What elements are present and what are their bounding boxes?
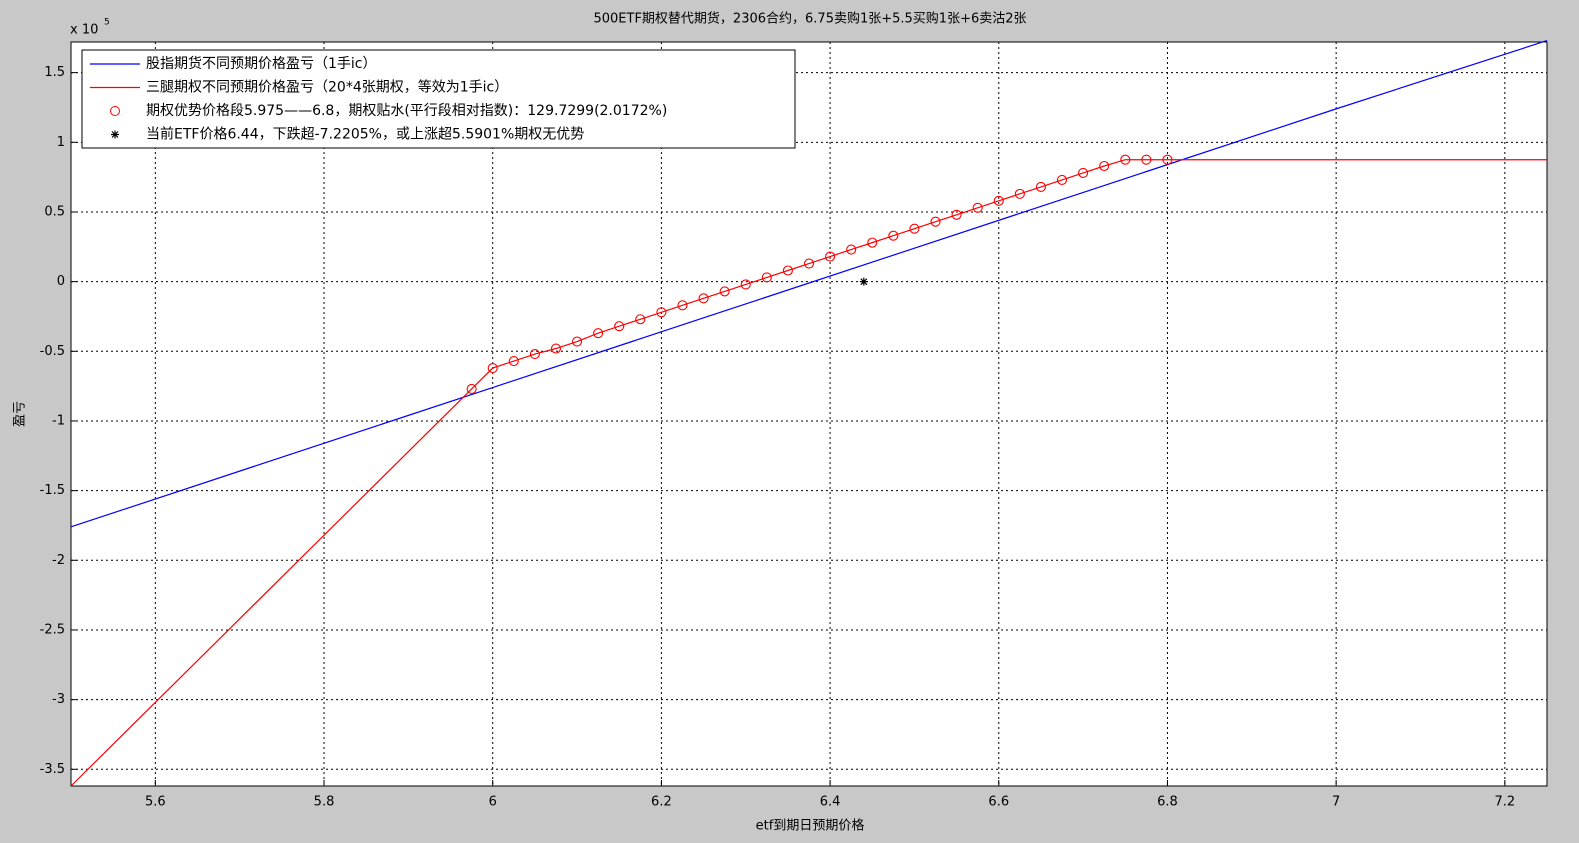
circle-marker <box>529 349 540 360</box>
circle-marker <box>1035 181 1046 192</box>
circle-marker <box>1056 174 1068 185</box>
circle-marker <box>909 223 920 234</box>
star-marker <box>111 130 119 139</box>
circle-marker <box>550 343 562 354</box>
legend-label: 期权优势价格段5.975——6.8，期权贴水(平行段相对指数)：129.7299… <box>146 103 667 119</box>
circle-marker <box>888 230 899 241</box>
x-tick-label: 6 <box>489 795 497 810</box>
y-tick-label: 1 <box>57 135 65 150</box>
legend-marker <box>110 106 120 116</box>
x-tick-label: 6.8 <box>1157 795 1178 810</box>
circle-marker <box>698 293 709 304</box>
circle-marker <box>593 328 604 339</box>
circle-marker <box>782 265 793 276</box>
circle-marker <box>1014 188 1025 199</box>
circle-marker <box>930 216 941 227</box>
circle-marker <box>487 362 498 374</box>
circle-marker <box>635 314 646 325</box>
y-tick-label: 0.5 <box>44 204 65 219</box>
y-tick-label: -3.5 <box>40 762 65 777</box>
y-multiplier-exponent: 5 <box>104 18 110 28</box>
circle-marker <box>1162 154 1173 165</box>
chart-title: 500ETF期权替代期货，2306合约，6.75卖购1张+5.5买购1张+6卖沽… <box>593 11 1026 27</box>
legend-label: 三腿期权不同预期价格盈亏（20*4张期权，等效为1手ic） <box>146 79 508 96</box>
legend-label: 当前ETF价格6.44，下跌超-7.2205%，或上涨超5.5901%期权无优势 <box>146 126 584 143</box>
x-tick-label: 7 <box>1332 795 1340 810</box>
circle-marker <box>466 383 477 394</box>
circle-marker <box>761 272 772 283</box>
x-tick-label: 6.4 <box>820 795 841 810</box>
circle-marker <box>803 258 815 269</box>
circle-marker <box>1120 154 1131 165</box>
x-tick-label: 5.6 <box>145 795 166 810</box>
y-tick-label: 1.5 <box>44 65 65 80</box>
plot-area <box>71 42 1547 786</box>
circle-marker <box>846 244 857 255</box>
y-axis-label: 盈亏 <box>13 401 28 427</box>
x-axis-label: etf到期日预期价格 <box>756 818 865 834</box>
circle-marker <box>972 202 983 213</box>
circle-marker <box>867 237 878 248</box>
circle-marker <box>508 356 519 367</box>
circle-marker <box>614 321 625 332</box>
circle-marker <box>951 209 962 220</box>
series-line <box>70 40 1548 528</box>
y-tick-label: -1.5 <box>40 483 65 498</box>
circle-marker <box>825 251 836 262</box>
legend-box <box>81 49 796 149</box>
series-line <box>70 159 1547 787</box>
plot-frame <box>70 41 1548 787</box>
x-tick-label: 6.2 <box>651 795 672 810</box>
x-tick-label: 5.8 <box>314 795 335 810</box>
circle-marker <box>656 307 667 318</box>
circle-marker <box>993 195 1004 206</box>
y-tick-label: -1 <box>52 413 65 428</box>
y-tick-label: -2.5 <box>40 622 65 637</box>
legend-label: 股指期货不同预期价格盈亏（1手ic） <box>146 55 377 72</box>
y-multiplier: x 10 <box>70 23 98 38</box>
x-tick-label: 6.6 <box>988 795 1009 810</box>
y-tick-label: -3 <box>52 692 65 707</box>
y-tick-label: 0 <box>57 274 65 289</box>
circle-marker <box>1099 160 1110 172</box>
circle-marker <box>1078 167 1089 179</box>
circle-marker <box>1141 154 1152 165</box>
x-tick-label: 7.2 <box>1494 795 1515 810</box>
circle-marker <box>719 286 730 297</box>
circle-marker <box>572 336 583 347</box>
y-tick-label: -2 <box>52 553 65 568</box>
y-tick-label: -0.5 <box>40 344 65 359</box>
circle-marker <box>740 279 751 290</box>
star-marker <box>859 277 868 286</box>
circle-marker <box>677 300 688 311</box>
